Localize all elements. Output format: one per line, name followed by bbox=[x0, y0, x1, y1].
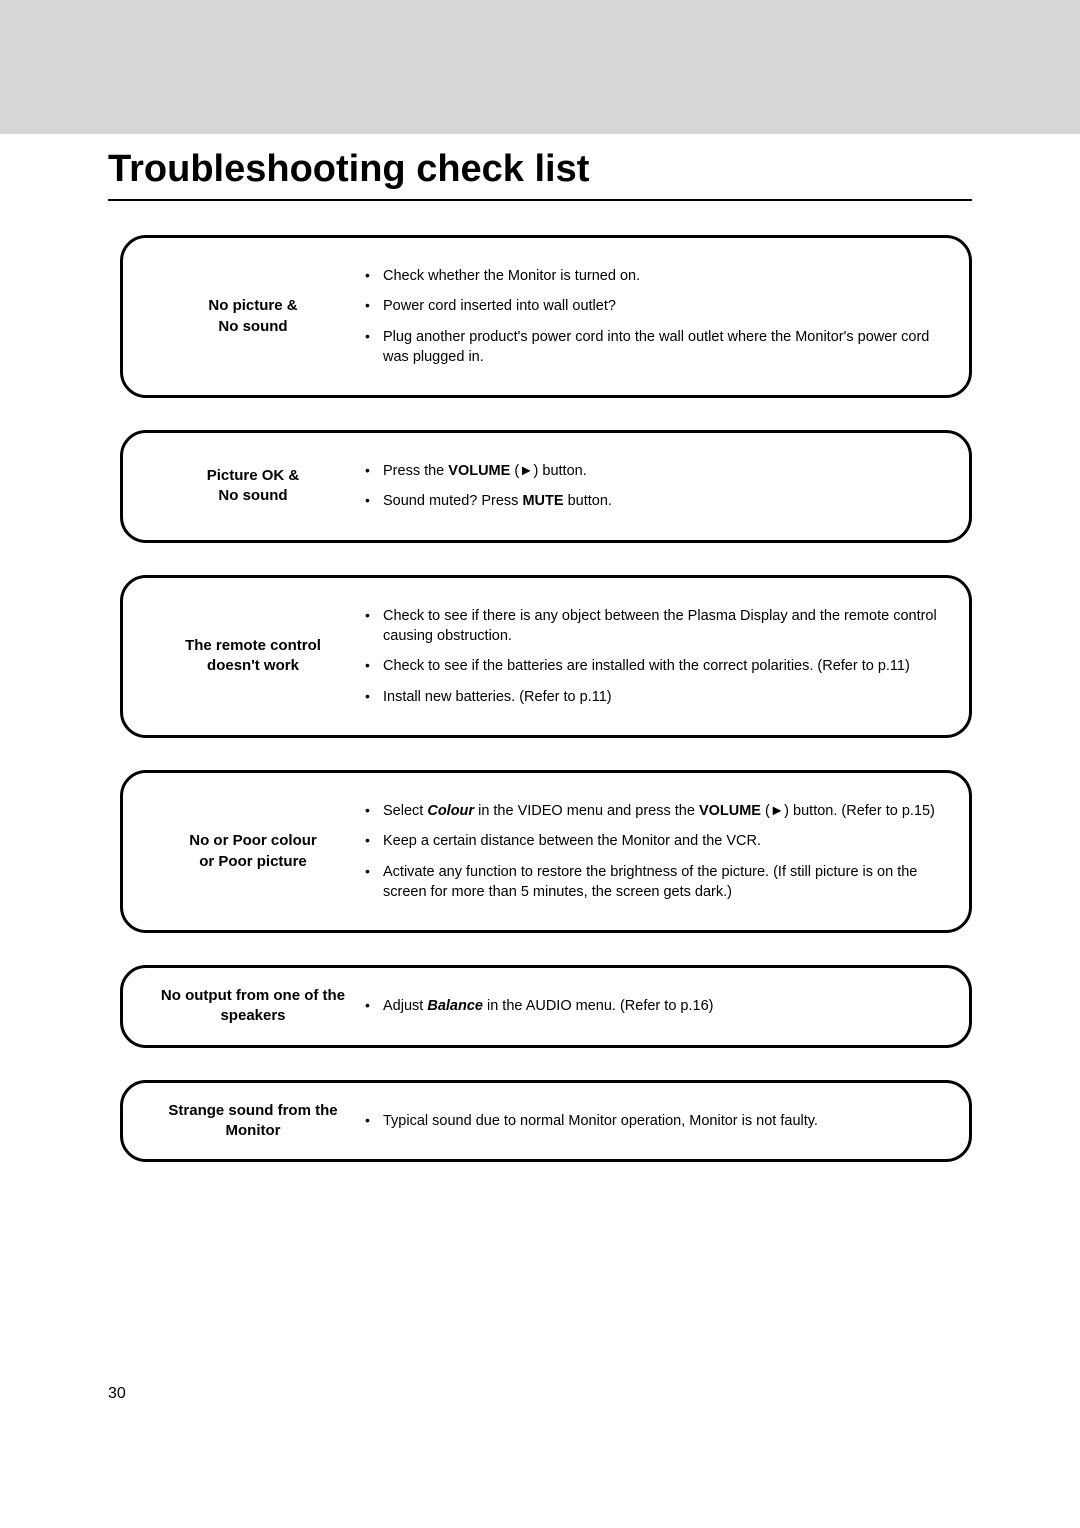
box-solutions: Typical sound due to normal Monitor oper… bbox=[365, 1101, 941, 1141]
solution-list: Check to see if there is any object betw… bbox=[365, 606, 941, 707]
solution-list: Check whether the Monitor is turned on. P… bbox=[365, 266, 941, 367]
troubleshoot-box-picture-ok-no-sound: Picture OK &No soundPress the VOLUME (►)… bbox=[120, 430, 972, 543]
box-solutions: Select Colour in the VIDEO menu and pres… bbox=[365, 791, 941, 912]
page-number: 30 bbox=[108, 1385, 126, 1403]
solution-item: Check to see if there is any object betw… bbox=[365, 606, 941, 647]
troubleshoot-box-strange-sound: Strange sound from theMonitorTypical sou… bbox=[120, 1080, 972, 1163]
solution-item: Press the VOLUME (►) button. bbox=[365, 461, 941, 481]
solution-item: Activate any function to restore the bri… bbox=[365, 862, 941, 903]
solution-list: Typical sound due to normal Monitor oper… bbox=[365, 1111, 941, 1131]
top-banner bbox=[0, 0, 1080, 134]
solution-item: Typical sound due to normal Monitor oper… bbox=[365, 1111, 941, 1131]
solution-list: Press the VOLUME (►) button. Sound muted?… bbox=[365, 461, 941, 512]
solution-item: Check to see if the batteries are instal… bbox=[365, 656, 941, 676]
solution-item: Keep a certain distance between the Moni… bbox=[365, 831, 941, 851]
box-label: No output from one of thespeakers bbox=[151, 986, 365, 1027]
solution-item: Sound muted? Press MUTE button. bbox=[365, 491, 941, 511]
solution-item: Check whether the Monitor is turned on. bbox=[365, 266, 941, 286]
solution-item: Power cord inserted into wall outlet? bbox=[365, 296, 941, 316]
troubleshoot-box-remote-doesnt-work: The remote controldoesn't workCheck to s… bbox=[120, 575, 972, 738]
solution-item: Install new batteries. (Refer to p.11) bbox=[365, 687, 941, 707]
solution-item: Plug another product's power cord into t… bbox=[365, 327, 941, 368]
box-label: No or Poor colouror Poor picture bbox=[151, 831, 365, 872]
solution-item: Select Colour in the VIDEO menu and pres… bbox=[365, 801, 941, 821]
box-label: The remote controldoesn't work bbox=[151, 636, 365, 677]
box-label: Strange sound from theMonitor bbox=[151, 1101, 365, 1142]
title-wrap: Troubleshooting check list bbox=[0, 134, 1080, 201]
page: Troubleshooting check list No picture &N… bbox=[0, 0, 1080, 1528]
box-label: Picture OK &No sound bbox=[151, 466, 365, 507]
troubleshooting-boxes: No picture &No soundCheck whether the Mo… bbox=[0, 201, 1080, 1162]
box-solutions: Press the VOLUME (►) button. Sound muted?… bbox=[365, 451, 941, 522]
solution-list: Select Colour in the VIDEO menu and pres… bbox=[365, 801, 941, 902]
box-label: No picture &No sound bbox=[151, 296, 365, 337]
box-solutions: Check to see if there is any object betw… bbox=[365, 596, 941, 717]
box-solutions: Adjust Balance in the AUDIO menu. (Refer… bbox=[365, 986, 941, 1026]
page-title: Troubleshooting check list bbox=[108, 148, 972, 201]
box-solutions: Check whether the Monitor is turned on. P… bbox=[365, 256, 941, 377]
troubleshoot-box-poor-colour-picture: No or Poor colouror Poor pictureSelect C… bbox=[120, 770, 972, 933]
solution-item: Adjust Balance in the AUDIO menu. (Refer… bbox=[365, 996, 941, 1016]
troubleshoot-box-no-output-one-speaker: No output from one of thespeakersAdjust … bbox=[120, 965, 972, 1048]
solution-list: Adjust Balance in the AUDIO menu. (Refer… bbox=[365, 996, 941, 1016]
troubleshoot-box-no-picture-no-sound: No picture &No soundCheck whether the Mo… bbox=[120, 235, 972, 398]
